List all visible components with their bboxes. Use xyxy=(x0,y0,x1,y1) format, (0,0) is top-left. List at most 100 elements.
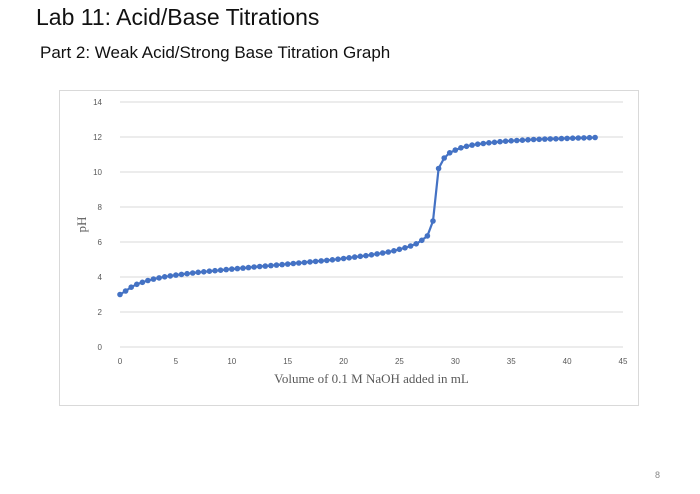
data-point xyxy=(424,233,431,239)
y-tick-labels: 0 2 4 6 8 10 12 14 xyxy=(93,98,102,352)
data-point xyxy=(312,258,319,265)
titration-chart: 0 2 4 6 8 10 12 14 0 5 10 15 20 25 30 35 40 45 pH Volume… xyxy=(74,98,628,386)
data-point xyxy=(519,137,526,143)
x-tick-labels: 0 5 10 15 20 25 30 35 40 45 xyxy=(118,357,628,366)
data-point xyxy=(273,262,280,268)
data-point xyxy=(480,140,487,147)
x-axis-label: Volume of 0.1 M NaOH added in mL xyxy=(274,371,469,386)
data-point xyxy=(251,264,257,270)
data-point xyxy=(240,265,246,271)
data-point xyxy=(229,266,235,272)
data-point xyxy=(189,270,196,276)
data-point xyxy=(122,288,129,294)
data-point xyxy=(139,279,146,286)
data-point xyxy=(542,136,548,142)
y-tick-label: 6 xyxy=(98,238,103,247)
y-tick-label: 14 xyxy=(93,98,102,107)
data-point xyxy=(491,139,498,146)
data-point xyxy=(374,251,380,257)
data-point xyxy=(256,263,263,270)
data-point xyxy=(474,141,481,147)
y-tick-label: 0 xyxy=(98,343,103,352)
data-point xyxy=(178,271,185,278)
gridlines xyxy=(120,101,623,348)
data-point xyxy=(268,262,274,269)
y-tick-label: 8 xyxy=(98,203,103,212)
data-point xyxy=(335,256,341,262)
data-point xyxy=(379,250,386,256)
x-tick-label: 30 xyxy=(451,357,460,366)
x-tick-label: 15 xyxy=(283,357,292,366)
y-tick-label: 4 xyxy=(98,273,103,282)
data-point xyxy=(318,258,325,264)
x-tick-label: 40 xyxy=(563,357,572,366)
data-point xyxy=(458,145,464,151)
data-point xyxy=(419,237,425,244)
data-point xyxy=(502,138,509,144)
data-point xyxy=(201,269,207,275)
data-point xyxy=(212,267,218,274)
data-point xyxy=(525,137,531,143)
slide-title: Lab 11: Acid/Base Titrations xyxy=(36,4,320,30)
data-point xyxy=(262,263,269,269)
x-tick-label: 0 xyxy=(118,357,123,366)
data-point xyxy=(407,243,414,249)
y-axis-label: pH xyxy=(74,217,89,233)
data-point xyxy=(245,264,252,271)
data-point xyxy=(391,248,397,254)
data-point xyxy=(592,134,598,141)
data-point xyxy=(514,137,520,144)
data-point xyxy=(441,155,448,161)
data-points xyxy=(117,134,598,298)
data-point xyxy=(290,260,297,267)
data-point xyxy=(575,135,582,141)
x-tick-label: 20 xyxy=(339,357,348,366)
data-point xyxy=(368,252,375,258)
y-tick-label: 10 xyxy=(93,168,102,177)
data-point xyxy=(128,284,134,290)
data-point xyxy=(167,273,174,279)
data-point xyxy=(307,259,313,265)
data-point xyxy=(357,253,364,260)
data-point xyxy=(564,135,570,142)
x-tick-label: 35 xyxy=(507,357,516,366)
data-point xyxy=(301,259,308,266)
data-point xyxy=(324,257,330,264)
data-point xyxy=(184,270,190,277)
data-point xyxy=(547,136,554,142)
data-point xyxy=(413,241,420,247)
y-tick-label: 12 xyxy=(93,133,102,142)
data-point xyxy=(452,147,459,153)
slide-subtitle: Part 2: Weak Acid/Strong Base Titration … xyxy=(40,43,391,62)
y-tick-label: 2 xyxy=(98,308,103,317)
data-point xyxy=(581,135,587,141)
data-point xyxy=(296,260,302,266)
data-point xyxy=(446,150,453,156)
data-point xyxy=(145,277,151,284)
data-point xyxy=(173,272,179,278)
data-point xyxy=(206,268,213,274)
data-point xyxy=(346,255,352,261)
data-point xyxy=(351,254,358,260)
data-point xyxy=(558,135,565,142)
data-point xyxy=(329,257,336,263)
data-point xyxy=(553,136,559,142)
data-point xyxy=(279,261,285,268)
data-point xyxy=(396,246,403,253)
data-point xyxy=(385,249,392,255)
data-point xyxy=(569,135,576,141)
data-point xyxy=(363,252,369,259)
data-point xyxy=(234,265,241,272)
data-point xyxy=(530,136,537,143)
data-point xyxy=(195,269,201,276)
data-point xyxy=(150,276,157,282)
x-tick-label: 5 xyxy=(174,357,179,366)
data-point xyxy=(486,140,492,146)
chart-frame: 0 2 4 6 8 10 12 14 0 5 10 15 20 25 30 35 40 45 pH Volume… xyxy=(59,90,639,406)
data-point xyxy=(223,266,229,273)
data-point xyxy=(117,291,123,298)
data-point xyxy=(284,261,291,267)
data-point xyxy=(156,275,162,281)
data-point xyxy=(469,142,475,148)
data-point xyxy=(430,218,436,224)
